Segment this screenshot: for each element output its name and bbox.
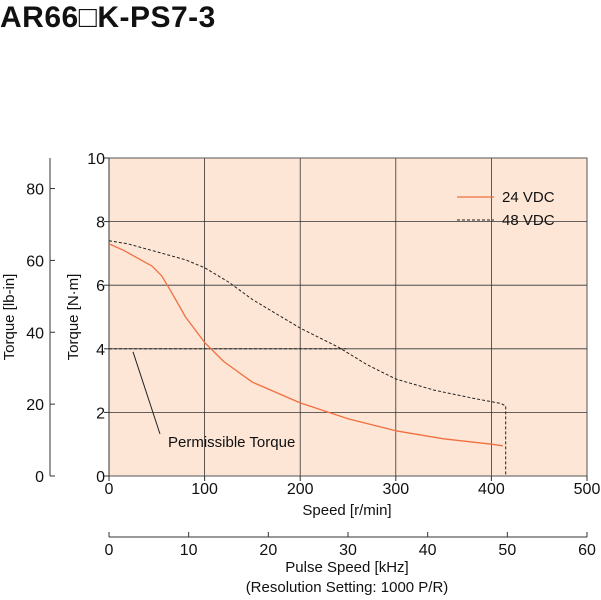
series-line-48vdc — [108, 240, 507, 476]
lbin-tick-label-0: 0 — [35, 469, 44, 486]
legend: 24 VDC 48 VDC — [457, 189, 555, 229]
speed-tick-label-400: 400 — [478, 481, 505, 498]
nm-tick-label-6: 6 — [96, 278, 105, 295]
x2-axis-sublabel: (Resolution Setting: 1000 P/R) — [246, 579, 449, 596]
pulse-tick-label-50: 50 — [498, 542, 516, 559]
lbin-tick-label-20: 20 — [26, 397, 44, 414]
series-group — [108, 240, 507, 476]
nm-tick-label-4: 4 — [96, 342, 105, 359]
legend-label-24vdc: 24 VDC — [502, 189, 555, 206]
nm-tick-label-0: 0 — [96, 469, 105, 486]
pulse-tick-label-30: 30 — [339, 542, 357, 559]
permissible-torque-leader — [132, 351, 161, 435]
speed-tick-label-100: 100 — [191, 481, 218, 498]
lbin-axis-ticks: 0 20 40 60 80 — [26, 182, 55, 486]
left-axes — [49, 158, 110, 476]
x-axis-label: Speed [r/min] — [302, 502, 391, 519]
speed-tick-label-500: 500 — [574, 481, 601, 498]
lbin-tick-label-40: 40 — [26, 325, 44, 342]
series-line-24vdc — [108, 243, 503, 447]
nm-axis-ticks: 0 2 4 6 8 10 — [87, 151, 109, 486]
grid — [109, 158, 587, 476]
plot-area-background — [109, 158, 587, 476]
y2-axis-label: Torque [lb-in] — [1, 274, 18, 361]
legend-label-48vdc: 48 VDC — [502, 212, 555, 229]
nm-tick-label-10: 10 — [87, 151, 105, 168]
speed-axis-ticks: 0 100 200 300 400 500 — [105, 476, 601, 498]
pulse-tick-label-10: 10 — [180, 542, 198, 559]
permissible-torque-label: Permissible Torque — [168, 434, 295, 451]
pulse-tick-label-0: 0 — [105, 542, 114, 559]
nm-tick-label-2: 2 — [96, 405, 105, 422]
page-title: AR66□K-PS7-3 — [0, 1, 216, 34]
speed-tick-label-300: 300 — [382, 481, 409, 498]
pulse-tick-label-60: 60 — [578, 542, 596, 559]
pulse-tick-label-40: 40 — [419, 542, 437, 559]
lbin-tick-label-80: 80 — [26, 182, 44, 199]
speed-tick-label-200: 200 — [287, 481, 314, 498]
x2-axis-label: Pulse Speed [kHz] — [285, 559, 408, 576]
permissible-torque: Permissible Torque — [109, 348, 347, 451]
lbin-tick-label-60: 60 — [26, 253, 44, 270]
pulse-tick-label-20: 20 — [259, 542, 277, 559]
pulse-speed-axis-ticks: 0 10 20 30 40 50 60 — [105, 532, 596, 559]
nm-tick-label-8: 8 — [96, 215, 105, 232]
y-axis-label: Torque [N·m] — [65, 274, 82, 361]
speed-tick-label-0: 0 — [105, 481, 114, 498]
